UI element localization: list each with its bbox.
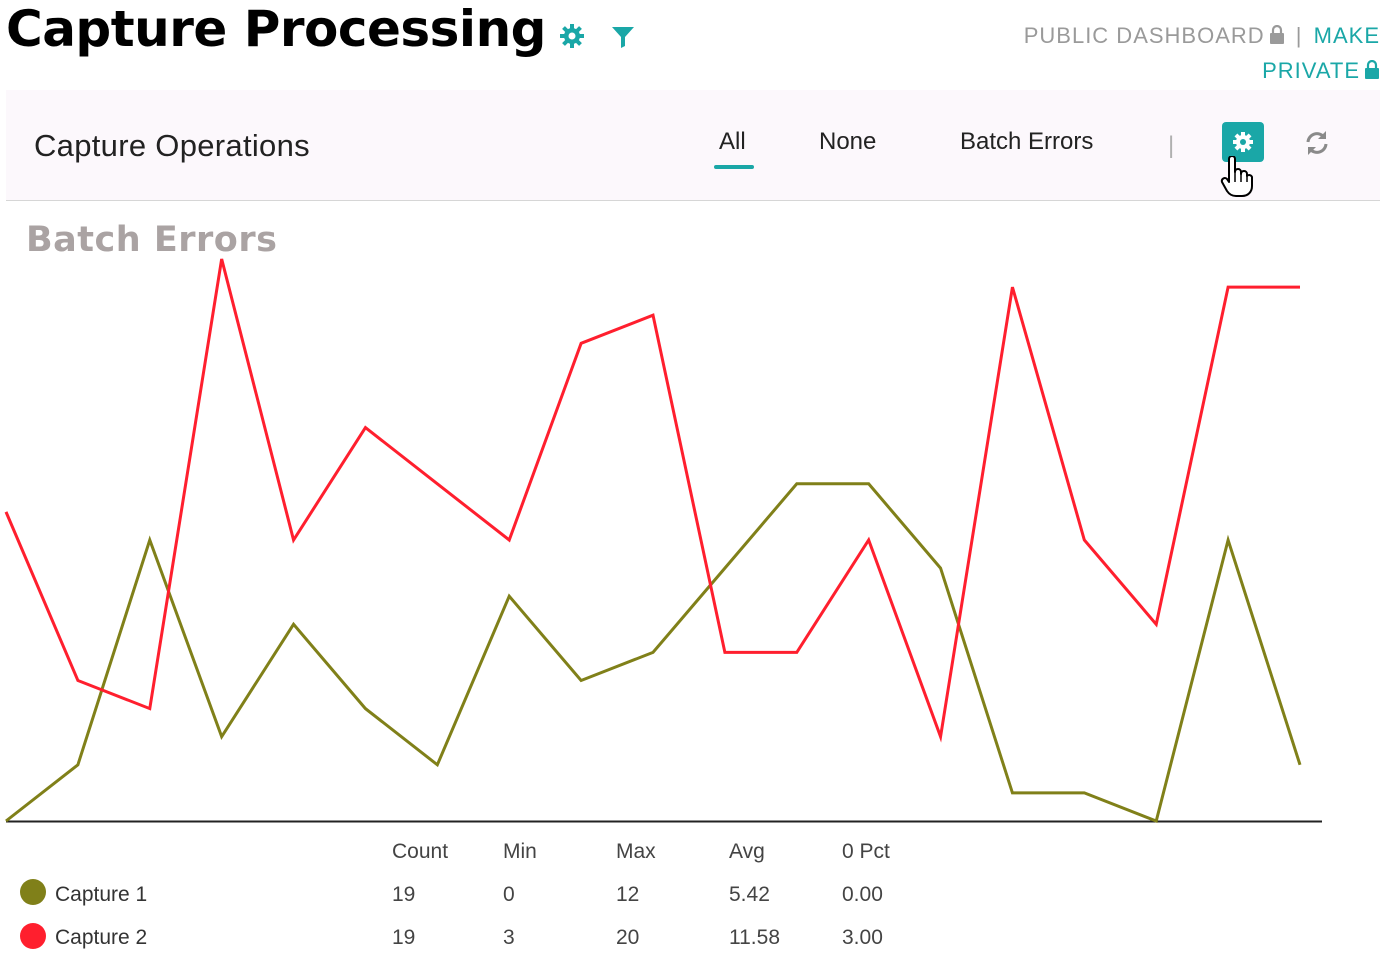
toolbar-divider: | [1168, 132, 1175, 159]
stats-cell: 11.58 [729, 926, 780, 949]
lock-icon [1365, 60, 1379, 79]
gear-icon [1233, 132, 1253, 152]
gear-icon[interactable] [558, 22, 586, 50]
legend-dot-capture-1[interactable] [20, 879, 46, 905]
filter-icon[interactable] [610, 24, 636, 50]
settings-button[interactable] [1222, 122, 1264, 162]
stats-cell: 20 [616, 926, 640, 949]
stats-cell: 0.00 [842, 883, 883, 906]
stats-cell: 19 [392, 926, 416, 949]
chart-title: Batch Errors [26, 220, 278, 260]
stats-cell: 3.00 [842, 926, 883, 949]
panel-header: Capture Operations All None Batch Errors… [6, 90, 1380, 201]
stats-header-zero-pct: 0 Pct [842, 840, 890, 863]
series-line-capture-1[interactable] [5, 482, 1302, 824]
tab-all[interactable]: All [719, 128, 746, 155]
stats-cell: 0 [503, 883, 515, 906]
page-title: Capture Processing [6, 0, 546, 58]
public-dashboard-label: PUBLIC DASHBOARD [1023, 23, 1265, 48]
stats-header-count: Count [392, 840, 449, 863]
legend-label-capture-2[interactable]: Capture 2 [55, 926, 148, 949]
tab-none[interactable]: None [819, 128, 877, 155]
stats-cell: 3 [503, 926, 515, 949]
stats-cell: 19 [392, 883, 416, 906]
legend-dot-capture-2[interactable] [20, 923, 46, 949]
make-private-link[interactable]: MAKE PRIVATE [1262, 23, 1380, 83]
active-tab-indicator [714, 165, 754, 169]
legend-label-capture-1[interactable]: Capture 1 [55, 883, 148, 906]
stats-header-max: Max [616, 840, 656, 863]
stats-header-avg: Avg [729, 840, 765, 863]
lock-icon [1269, 25, 1284, 44]
series-line-capture-2[interactable] [4, 258, 1300, 743]
tab-batch-errors[interactable]: Batch Errors [960, 128, 1094, 155]
hand-cursor-icon [1220, 156, 1253, 197]
stats-cell: 12 [616, 883, 640, 906]
separator: | [1295, 23, 1303, 48]
refresh-icon[interactable] [1302, 128, 1332, 158]
panel-title: Capture Operations [34, 128, 310, 163]
stats-header-min: Min [503, 840, 537, 863]
stats-cell: 5.42 [729, 883, 770, 906]
dashboard-visibility: PUBLIC DASHBOARD | MAKE PRIVATE [980, 18, 1380, 88]
